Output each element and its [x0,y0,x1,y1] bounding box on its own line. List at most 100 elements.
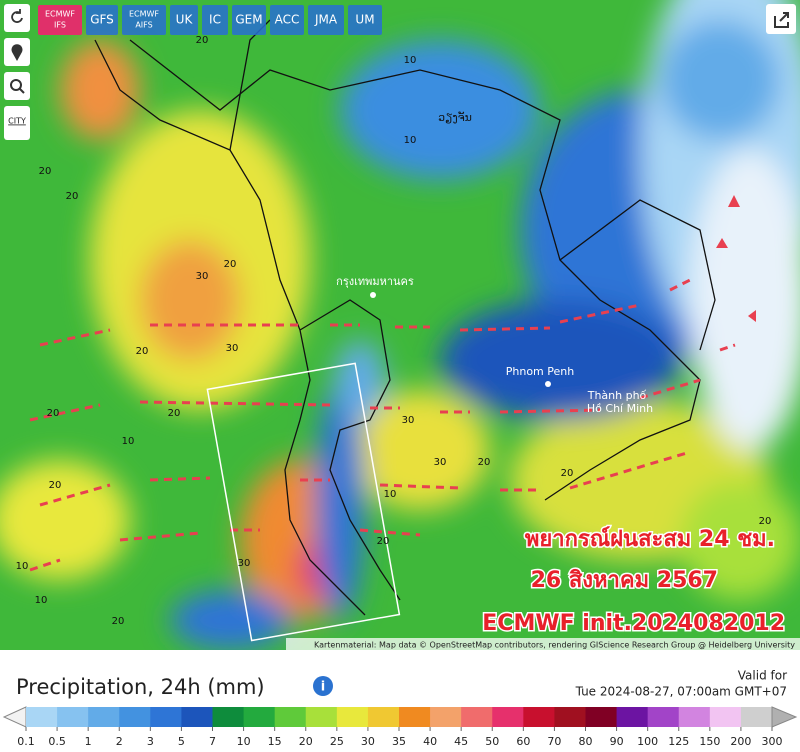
colorbar-tick-label: 3 [147,735,154,748]
contour-labels: 20 20 20 20 30 20 30 10 20 10 20 30 30 1… [16,35,772,627]
contour-label: 20 [112,616,125,627]
legend-title: Precipitation, 24h (mm) [16,675,265,699]
model-button[interactable] [38,5,82,35]
colorbar-segment [181,707,213,727]
info-button[interactable] [313,676,333,696]
contour-label: 30 [226,343,239,354]
model-button[interactable] [232,5,266,35]
contour-label: 20 [39,166,52,177]
colorbar-segment [709,707,742,727]
colorbar-segment [616,707,649,727]
model-button[interactable] [348,5,382,35]
arrow-heads [716,195,756,322]
colorbar-segment [585,707,618,727]
place-label: Thành phố [587,389,647,402]
colorbar-tick-label: 20 [299,735,313,748]
colorbar-tick-label: 125 [668,735,689,748]
colorbar-tick-label: 7 [209,735,216,748]
colorbar-segment [430,707,462,727]
contour-label: 20 [196,35,209,46]
colorbar-tick-label: 10 [237,735,251,748]
contour-label: 10 [35,595,48,606]
colorbar-tick-label: 60 [516,735,530,748]
model-button[interactable] [270,5,304,35]
colorbar-segment [26,707,58,727]
zoom-button[interactable] [4,72,30,100]
colorbar-tick-label: 100 [637,735,658,748]
map[interactable]: 20 20 20 20 30 20 30 10 20 10 20 30 30 1… [0,0,800,650]
colorbar-tick-label: 1 [85,735,92,748]
contour-label: 30 [402,415,415,426]
model-label: AIFS [135,21,152,30]
valid-time: Tue 2024-08-27, 07:00am GMT+07 [575,685,787,699]
colorbar-segment [367,707,400,727]
model-label: ECMWF [129,10,159,19]
model-label: UK [176,13,194,27]
colorbar-segment [119,707,151,727]
share-icon [774,12,789,28]
contour-label: 20 [224,259,237,270]
overlay-text: พยากรณ์ฝนสะสม 24 ชม. 26 สิงหาคม 2567 ECM… [481,525,787,638]
model-button[interactable] [122,5,166,35]
model-button[interactable] [170,5,198,35]
colorbar-tick-label: 70 [547,735,561,748]
model-button[interactable] [308,5,344,35]
model-label: JMA [314,13,338,27]
attribution: Kartenmaterial: Map data © OpenStreetMap… [314,641,795,650]
colorbar-low [2,706,27,728]
contour-label: 20 [759,516,772,527]
colorbar-tick-label: 45 [454,735,468,748]
colorbar-tick-label: 150 [699,735,720,748]
model-button[interactable] [202,5,228,35]
focus-box [206,362,401,642]
model-label: IFS [54,21,66,30]
contour-label: 30 [434,457,447,468]
colorbar-tick-label: 0.5 [48,735,66,748]
info-icon: i [321,680,325,695]
colorbar-segment [647,707,680,727]
contour-label: 20 [168,408,181,419]
colorbar-tick-label: 35 [392,735,406,748]
contour-label: 10 [384,489,397,500]
contour-label: 10 [404,135,417,146]
colorbar-segment [274,707,307,727]
model-label: ACC [275,13,300,27]
contour-label: 20 [478,457,491,468]
colorbar-tick-label: 40 [423,735,437,748]
colorbar-tick-label: 90 [610,735,624,748]
colorbar-segment [305,707,338,727]
city-button[interactable] [4,106,30,140]
model-label: IC [209,13,221,27]
overlay-line: ECMWF init.2024082012 [482,611,785,636]
colorbar-tick-label: 5 [178,735,185,748]
model-label: GEM [235,13,262,27]
city-label: CITY [8,117,26,126]
model-label: ECMWF [45,10,75,19]
colorbar-segment [243,707,276,727]
contour-label: 20 [377,536,390,547]
contour-label: 10 [122,436,135,447]
colorbar-tick-label: 2 [116,735,123,748]
attribution-bg [286,638,800,650]
colorbar-tick-label: 200 [730,735,751,748]
model-label: UM [355,13,374,27]
contour-label: 20 [66,191,79,202]
reload-button[interactable] [4,4,30,32]
colorbar-tick-label: 300 [762,735,783,748]
overlay-line: พยากรณ์ฝนสะสม 24 ชม. [525,526,775,552]
zoom-icon [10,79,22,91]
colorbar-high [771,706,798,728]
zoom-icon [19,88,25,94]
colorbar-segment [554,707,586,727]
valid-label: Valid for [738,669,787,683]
colorbar-tick-label: 50 [485,735,499,748]
colorbar-tick-label: 80 [579,735,593,748]
colorbar-tick-label: 15 [268,735,282,748]
model-button[interactable] [86,5,118,35]
place-label: ວຽງຈັນ [438,111,472,124]
colorbar-segment [88,707,120,727]
contour-label: 10 [16,561,29,572]
contour-label: 20 [49,480,62,491]
contour-label: 20 [47,408,60,419]
